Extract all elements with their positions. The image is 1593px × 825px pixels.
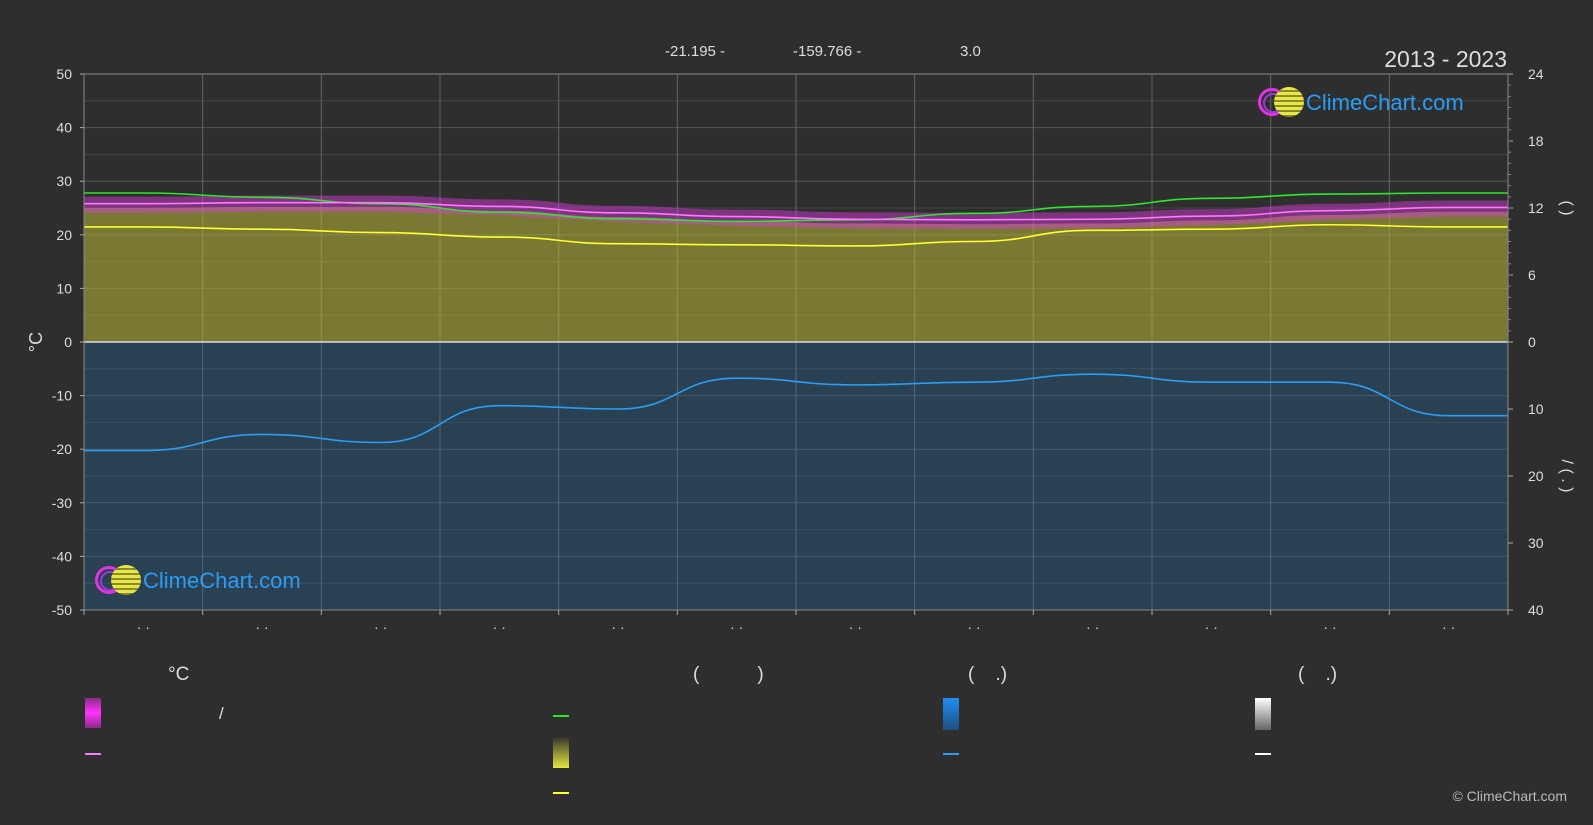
right-bottom-tick-label: 20 <box>1528 468 1544 484</box>
legend-sea-temp-line <box>553 715 569 717</box>
x-tick-label: · · <box>611 619 624 635</box>
x-tick-label: · · <box>1323 619 1336 635</box>
legend-day-range-swatch <box>85 698 101 728</box>
coordinates-longitude: -159.766 - <box>793 43 862 60</box>
legend-sunshine-heading: ( ) <box>693 664 764 685</box>
data-fills <box>84 195 1508 610</box>
left-tick-label: 20 <box>56 227 72 243</box>
series-lines <box>84 192 1508 452</box>
legend-sunshine-line <box>553 792 569 794</box>
logo-top[interactable]: ClimeChart.com <box>1258 86 1464 120</box>
x-tick-label: · · <box>493 619 506 635</box>
right-top-tick-label: 24 <box>1528 66 1544 82</box>
right-bottom-axis-label: / ( . ) <box>1558 460 1575 493</box>
legend-rain-line <box>943 753 959 755</box>
left-tick-label: 30 <box>56 173 72 189</box>
logo-text: ClimeChart.com <box>143 568 301 593</box>
x-tick-label: · · <box>255 619 268 635</box>
legend-rain-heading: ( .) <box>968 664 1008 685</box>
right-top-tick-label: 12 <box>1528 200 1544 216</box>
logo-bottom[interactable]: ClimeChart.com <box>95 564 301 598</box>
sea-temp-line <box>84 192 1508 223</box>
left-tick-label: -40 <box>52 548 72 564</box>
right-top-tick-label: 6 <box>1528 267 1536 283</box>
sunshine-fill <box>84 206 1508 342</box>
right-top-tick-label: 0 <box>1528 334 1536 350</box>
right-bottom-tick-label: 10 <box>1528 401 1544 417</box>
x-tick-label: · · <box>967 619 980 635</box>
left-tick-label: -20 <box>52 441 72 457</box>
legend-rain-swatch <box>943 698 959 730</box>
period-label: 2013 - 2023 <box>1384 46 1507 72</box>
legend-snow-heading: ( .) <box>1298 664 1338 685</box>
left-tick-label: 10 <box>56 280 72 296</box>
elevation-value: 3.0 <box>960 43 981 60</box>
x-tick-label: · · <box>730 619 743 635</box>
x-tick-label: · · <box>849 619 862 635</box>
logo-icon <box>95 564 141 598</box>
axes: 50 40 30 20 10 0 -10 -20 -30 -40 -50 °C 24 18 12 6 0 10 20… <box>26 66 1575 635</box>
left-tick-label: -10 <box>52 388 72 404</box>
legend-temperature-heading: °C <box>168 664 190 685</box>
left-tick-label: -50 <box>52 602 72 618</box>
legend-day-range-label: / <box>219 704 224 723</box>
copyright: © ClimeChart.com <box>1452 788 1567 804</box>
left-tick-label: 40 <box>56 120 72 136</box>
x-tick-label: · · <box>137 619 150 635</box>
left-tick-label: -30 <box>52 495 72 511</box>
legend-snow-line <box>1255 753 1271 755</box>
precipitation-line <box>84 373 1508 452</box>
right-top-tick-label: 18 <box>1528 133 1544 149</box>
sunshine-line <box>84 223 1508 247</box>
right-top-axis-label: ( ) <box>1558 200 1575 215</box>
x-tick-label: · · <box>1205 619 1218 635</box>
legend-snow-swatch <box>1255 698 1271 730</box>
legend-sunshine-swatch <box>553 738 569 768</box>
coordinates-latitude: -21.195 - <box>665 43 726 60</box>
logo-text: ClimeChart.com <box>1306 90 1464 115</box>
day-mean-line <box>84 201 1508 221</box>
rain-fill <box>84 342 1508 610</box>
x-tick-label: · · <box>1442 619 1455 635</box>
left-axis-label: °C <box>26 332 46 352</box>
logo-icon <box>1258 86 1304 120</box>
right-bottom-tick-label: 30 <box>1528 535 1544 551</box>
x-tick-label: · · <box>1086 619 1099 635</box>
left-tick-label: 50 <box>56 66 72 82</box>
left-tick-label: 0 <box>64 334 72 350</box>
x-tick-label: · · <box>374 619 387 635</box>
legend-day-mean-line <box>85 753 101 755</box>
right-bottom-tick-label: 40 <box>1528 602 1544 618</box>
